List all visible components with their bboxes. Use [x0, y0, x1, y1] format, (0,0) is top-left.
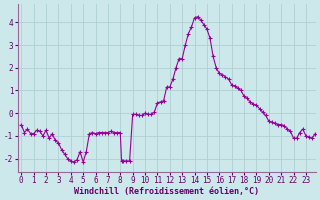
X-axis label: Windchill (Refroidissement éolien,°C): Windchill (Refroidissement éolien,°C)	[74, 187, 259, 196]
